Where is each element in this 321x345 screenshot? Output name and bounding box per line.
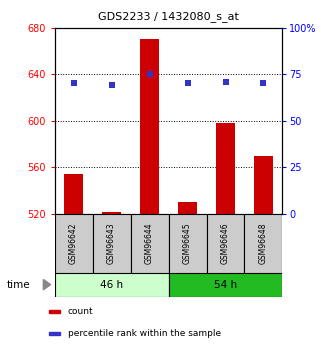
Bar: [92, 214, 131, 273]
Bar: [178, 202, 197, 214]
Text: GSM96648: GSM96648: [259, 223, 268, 264]
Bar: [169, 214, 206, 273]
Bar: [131, 214, 169, 273]
Bar: [140, 39, 159, 214]
Text: time: time: [6, 280, 30, 289]
Bar: [206, 214, 245, 273]
Point: [223, 79, 228, 85]
Bar: [64, 174, 83, 214]
Polygon shape: [43, 279, 51, 290]
Text: GDS2233 / 1432080_s_at: GDS2233 / 1432080_s_at: [98, 11, 239, 22]
Text: GSM96642: GSM96642: [69, 223, 78, 264]
Point: [261, 81, 266, 86]
Point: [147, 71, 152, 77]
Point: [109, 82, 114, 88]
Text: percentile rank within the sample: percentile rank within the sample: [68, 329, 221, 338]
Text: GSM96643: GSM96643: [107, 223, 116, 264]
Bar: [55, 273, 169, 297]
Bar: [49, 310, 60, 313]
Bar: [245, 214, 282, 273]
Bar: [216, 123, 235, 214]
Point: [71, 81, 76, 86]
Text: GSM96645: GSM96645: [183, 223, 192, 264]
Bar: [55, 214, 92, 273]
Bar: [102, 211, 121, 214]
Bar: [169, 273, 282, 297]
Text: count: count: [68, 307, 93, 316]
Text: GSM96646: GSM96646: [221, 223, 230, 264]
Text: GSM96644: GSM96644: [145, 223, 154, 264]
Bar: [254, 156, 273, 214]
Text: 46 h: 46 h: [100, 280, 123, 289]
Text: 54 h: 54 h: [214, 280, 237, 289]
Bar: [49, 332, 60, 335]
Point: [185, 81, 190, 86]
